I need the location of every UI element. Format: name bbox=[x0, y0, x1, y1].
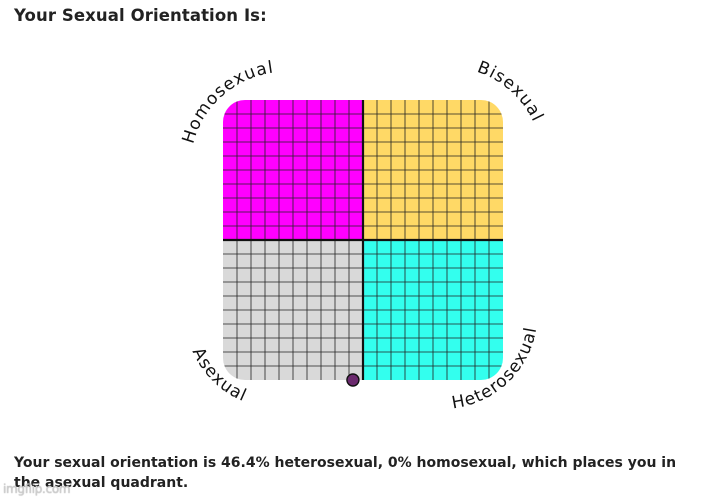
imgflip-watermark: imgflip.com bbox=[3, 482, 71, 496]
page-title: Your Sexual Orientation Is: bbox=[14, 6, 267, 25]
result-text: Your sexual orientation is 46.4% heteros… bbox=[14, 455, 677, 491]
result-point bbox=[346, 373, 360, 387]
